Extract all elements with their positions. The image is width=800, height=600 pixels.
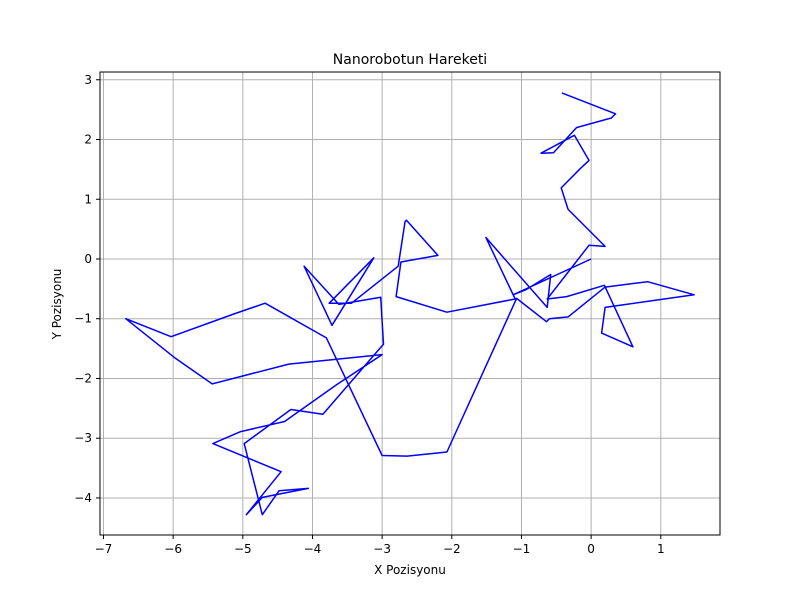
- chart-title: Nanorobotun Hareketi: [333, 52, 487, 68]
- series-layer: [125, 92, 695, 516]
- y-axis-label: Y Pozisyonu: [50, 269, 64, 341]
- x-tick-label: 1: [657, 542, 665, 556]
- ticks: −7 −6 −5 −4 −3 −2 −1 0 1 −4 −3 −2 −1 0 1 2 3: [74, 73, 664, 556]
- y-tick-label: 3: [84, 73, 92, 87]
- grid: [100, 72, 720, 535]
- x-tick-label: −4: [304, 542, 322, 556]
- y-tick-label: 0: [84, 252, 92, 266]
- x-tick-label: −7: [95, 542, 113, 556]
- x-tick-label: 0: [587, 542, 595, 556]
- y-tick-label: −3: [74, 431, 92, 445]
- x-tick-label: −2: [443, 542, 461, 556]
- x-tick-label: −3: [373, 542, 391, 556]
- y-tick-label: 2: [84, 133, 92, 147]
- x-tick-label: −1: [513, 542, 531, 556]
- x-axis-label: X Pozisyonu: [374, 563, 446, 577]
- y-tick-label: −4: [74, 491, 92, 505]
- y-tick-label: −1: [74, 312, 92, 326]
- y-tick-label: 1: [84, 192, 92, 206]
- plot-frame: [99, 71, 721, 536]
- y-tick-label: −2: [74, 371, 92, 385]
- x-tick-label: −5: [234, 542, 252, 556]
- trajectory-line: [125, 92, 695, 516]
- x-tick-label: −6: [164, 542, 182, 556]
